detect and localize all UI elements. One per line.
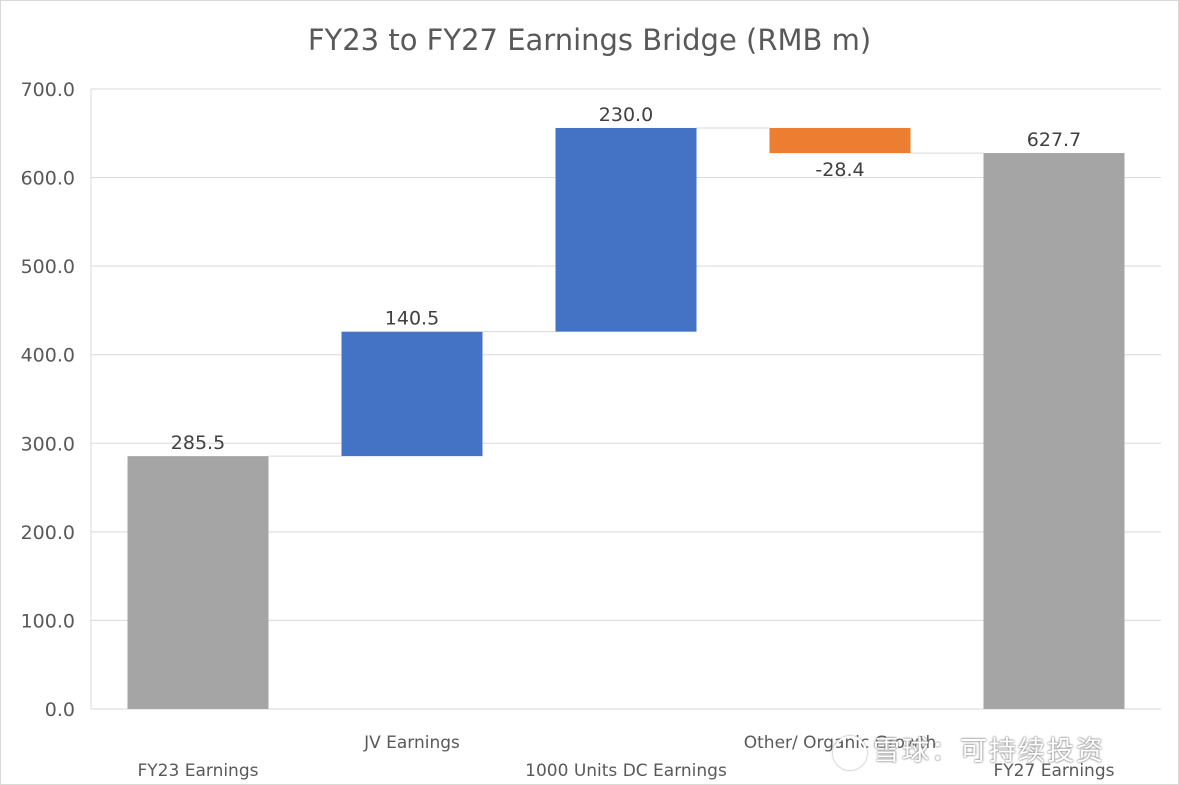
- y-tick-label: 700.0: [21, 79, 75, 101]
- data-label: 285.5: [171, 432, 225, 454]
- data-label: -28.4: [815, 159, 864, 181]
- bar: [983, 153, 1125, 710]
- y-tick-label: 300.0: [21, 433, 75, 455]
- y-tick-label: 100.0: [21, 610, 75, 632]
- x-category-label: 1000 Units DC Earnings: [525, 761, 727, 781]
- watermark: 雪球：可持续投资: [833, 729, 1105, 770]
- y-tick-label: 0.0: [45, 699, 75, 721]
- data-label: 627.7: [1027, 129, 1081, 151]
- bar: [341, 331, 483, 457]
- bar: [555, 127, 697, 332]
- watermark-text: 雪球：可持续投资: [873, 736, 1105, 767]
- chart-title: FY23 to FY27 Earnings Bridge (RMB m): [307, 23, 872, 57]
- data-label: 230.0: [599, 104, 653, 126]
- x-category-label: JV Earnings: [363, 733, 460, 753]
- y-tick-label: 200.0: [21, 522, 75, 544]
- y-tick-label: 600.0: [21, 168, 75, 190]
- snowball-logo-icon: [833, 735, 867, 770]
- x-category-label: FY27 Earnings: [994, 761, 1115, 781]
- x-category-label: FY23 Earnings: [138, 761, 259, 781]
- y-tick-label: 500.0: [21, 256, 75, 278]
- bar: [127, 456, 269, 709]
- data-label: 140.5: [385, 308, 439, 330]
- bar: [769, 127, 911, 154]
- y-tick-label: 400.0: [21, 345, 75, 367]
